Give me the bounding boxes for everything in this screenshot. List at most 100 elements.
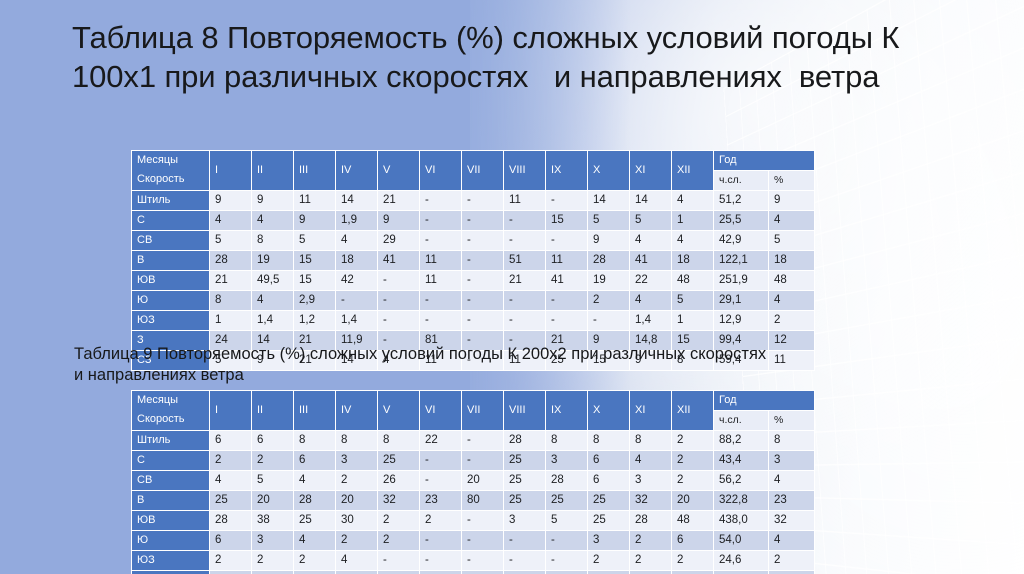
cell-year-percent: 5 [768, 230, 815, 251]
cell-month-2: 49,5 [251, 270, 294, 291]
cell-month-12: 2 [671, 450, 714, 471]
cell-month-1: 5 [209, 350, 252, 371]
table-row: СВ 4 5 4 2 26-20 25 28 6 3 2 56,2 4 [131, 470, 815, 491]
cell-year-hours: 56,2 [713, 470, 769, 491]
cell-year-hours: 12,9 [713, 310, 769, 331]
cell-month-12: 4 [671, 190, 714, 211]
cell-year-percent: 4 [768, 210, 815, 231]
cell-month-9: - [545, 230, 588, 251]
cell-month-4: 1,4 [335, 310, 378, 331]
header-month-3: III [293, 150, 336, 191]
cell-month-12: 8 [671, 350, 714, 371]
cell-month-10: 14 [587, 190, 630, 211]
cell-month-2: 2 [251, 450, 294, 471]
cell-month-10: 19 [587, 270, 630, 291]
cell-month-1: 28 [209, 510, 252, 531]
header-month-4: IV [335, 150, 378, 191]
table-row: ЮВ 28 38 25 30 2 2-3 5 25 28 48 438,0 32 [131, 510, 815, 531]
cell-month-3: 25 [293, 510, 336, 531]
cell-month-2: 6 [251, 430, 294, 451]
cell-month-9: 8 [545, 430, 588, 451]
cell-month-12: 2 [671, 550, 714, 571]
cell-year-hours: 59,4 [713, 350, 769, 371]
cell-month-4: 4 [335, 550, 378, 571]
cell-month-11: 28 [629, 570, 672, 574]
header-month-5: V [377, 390, 420, 431]
cell-month-2: 2 [251, 550, 294, 571]
cell-month-7: - [461, 430, 504, 451]
cell-month-12: 48 [671, 270, 714, 291]
cell-month-6: 2 [419, 510, 462, 531]
header-corner-months-speed: Месяцы Скорость [131, 150, 210, 191]
header-month-8: VIII [503, 390, 546, 431]
cell-month-2: 19 [251, 250, 294, 271]
cell-month-6: 11 [419, 250, 462, 271]
row-label-wind-direction: Ю [131, 290, 210, 311]
cell-month-11: 9 [629, 350, 672, 371]
cell-month-3: 1,2 [293, 310, 336, 331]
cell-month-5: 41 [377, 250, 420, 271]
cell-month-3: 21 [293, 330, 336, 351]
header-month-6: VI [419, 150, 462, 191]
cell-month-11: 4 [629, 450, 672, 471]
table-header-row-top: Месяцы Скорость I II III IV V VI VII VIII IX X XI XII… [131, 150, 815, 191]
cell-month-1: 4 [209, 210, 252, 231]
cell-year-percent: 12 [768, 330, 815, 351]
row-label-wind-direction: СЗ [131, 350, 210, 371]
header-month-12: XII [671, 150, 714, 191]
cell-year-percent: 32 [768, 510, 815, 531]
row-label-wind-direction: Штиль [131, 190, 210, 211]
header-month-7: VII [461, 390, 504, 431]
cell-month-2: 8 [251, 230, 294, 251]
cell-month-8: - [503, 550, 546, 571]
cell-month-10: 2 [587, 290, 630, 311]
cell-month-12: 2 [671, 430, 714, 451]
cell-month-10: 9 [587, 230, 630, 251]
cell-month-10: 3 [587, 530, 630, 551]
cell-month-10: 6 [587, 450, 630, 471]
cell-month-12: 26 [671, 570, 714, 574]
cell-month-1: 6 [209, 430, 252, 451]
cell-month-3: 5 [293, 230, 336, 251]
cell-month-11: 4 [629, 290, 672, 311]
header-month-9: IX [545, 390, 588, 431]
header-year-hours: ч.сл. [713, 170, 769, 191]
cell-month-3: 15 [293, 270, 336, 291]
row-label-wind-direction: ЮВ [131, 270, 210, 291]
cell-year-hours: 88,2 [713, 430, 769, 451]
cell-month-7: - [461, 450, 504, 471]
header-month-11: XI [629, 390, 672, 431]
cell-month-11: 3 [629, 470, 672, 491]
cell-month-7: - [461, 510, 504, 531]
table-9-caption: Таблица 9 Повторяемость (%) сложных усло… [74, 345, 776, 385]
header-month-12: XII [671, 390, 714, 431]
cell-month-9: - [545, 190, 588, 211]
row-label-wind-direction: ЮЗ [131, 550, 210, 571]
cell-month-4: 14 [335, 350, 378, 371]
cell-year-hours: 24,6 [713, 550, 769, 571]
cell-month-1: 21 [209, 270, 252, 291]
cell-month-6: - [419, 290, 462, 311]
cell-month-6: - [419, 190, 462, 211]
cell-month-1: 1 [209, 310, 252, 331]
cell-month-7: - [461, 270, 504, 291]
header-month-10: X [587, 390, 630, 431]
cell-month-6: 11 [419, 270, 462, 291]
table-row: Ю 6 3 4 2 2- - - -3 2 6 54,0 4 [131, 530, 815, 551]
table-row: В 25 20 28 20 32 23 80 25 25 25 32 20 322,8 23 [131, 490, 815, 511]
cell-month-8: 11 [503, 190, 546, 211]
cell-month-9: - [545, 530, 588, 551]
cell-month-8: 28 [503, 430, 546, 451]
header-corner-line-months: Месяцы [137, 154, 179, 166]
cell-month-8: - [503, 310, 546, 331]
cell-year-percent: 3 [768, 450, 815, 471]
cell-month-3: 21 [293, 350, 336, 371]
cell-month-7: - [461, 550, 504, 571]
cell-month-4: 2 [335, 530, 378, 551]
cell-month-6: - [419, 530, 462, 551]
cell-month-3: 6 [293, 450, 336, 471]
cell-month-2: 5 [251, 470, 294, 491]
cell-month-2: 3 [251, 530, 294, 551]
cell-month-11: 14 [629, 190, 672, 211]
cell-month-6: 22 [419, 430, 462, 451]
